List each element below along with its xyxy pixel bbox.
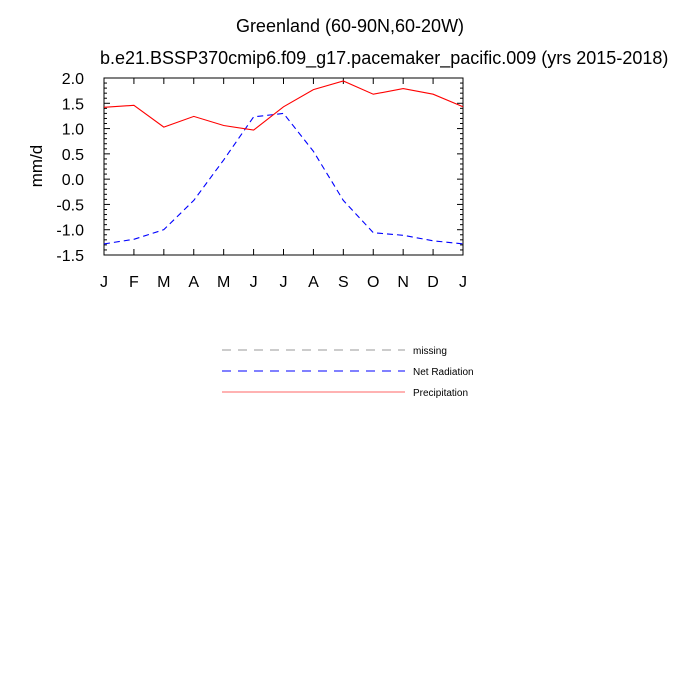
x-tick-label: J xyxy=(459,274,467,291)
x-tick-label: M xyxy=(217,274,230,291)
x-tick-label: M xyxy=(157,274,170,291)
legend: missing Net Radiation Precipitation xyxy=(222,346,474,399)
series-layer xyxy=(103,80,464,245)
y-tick-label: 1.0 xyxy=(62,122,84,139)
x-tick-label: N xyxy=(397,274,409,291)
legend-label: Net Radiation xyxy=(413,367,474,378)
x-tick-label: D xyxy=(427,274,439,291)
x-tick-label: A xyxy=(308,274,319,291)
y-tick-label: 0.0 xyxy=(62,172,84,189)
y-axis-label: mm/d xyxy=(27,145,46,188)
series-line-precipitation xyxy=(103,80,464,131)
x-tick-label: J xyxy=(100,274,108,291)
chart-title: Greenland (60-90N,60-20W) xyxy=(235,16,465,36)
x-tick-label: F xyxy=(129,274,139,291)
x-tick-label: O xyxy=(367,274,379,291)
y-tick-label: -1.5 xyxy=(56,248,84,265)
x-tick-label: J xyxy=(250,274,258,291)
y-tick-label: -1.0 xyxy=(56,223,84,240)
series-line-net-radiation xyxy=(103,112,464,245)
legend-label: Precipitation xyxy=(413,388,468,399)
x-tick-label: S xyxy=(338,274,349,291)
chart-subtitle: b.e21.BSSP370cmip6.f09_g17.pacemaker_pac… xyxy=(100,48,669,68)
y-tick-label: 1.5 xyxy=(62,96,84,113)
plot-frame xyxy=(103,77,464,256)
x-tick-label: J xyxy=(280,274,288,291)
x-tick-label: A xyxy=(188,274,199,291)
legend-label: missing xyxy=(413,346,447,357)
y-axis: 2.0 1.5 1.0 0.5 0.0 -0.5 -1.0 -1.5 xyxy=(56,71,463,265)
y-tick-label: -0.5 xyxy=(56,197,84,214)
y-tick-label: 0.5 xyxy=(62,147,84,164)
y-tick-label: 2.0 xyxy=(62,71,84,88)
